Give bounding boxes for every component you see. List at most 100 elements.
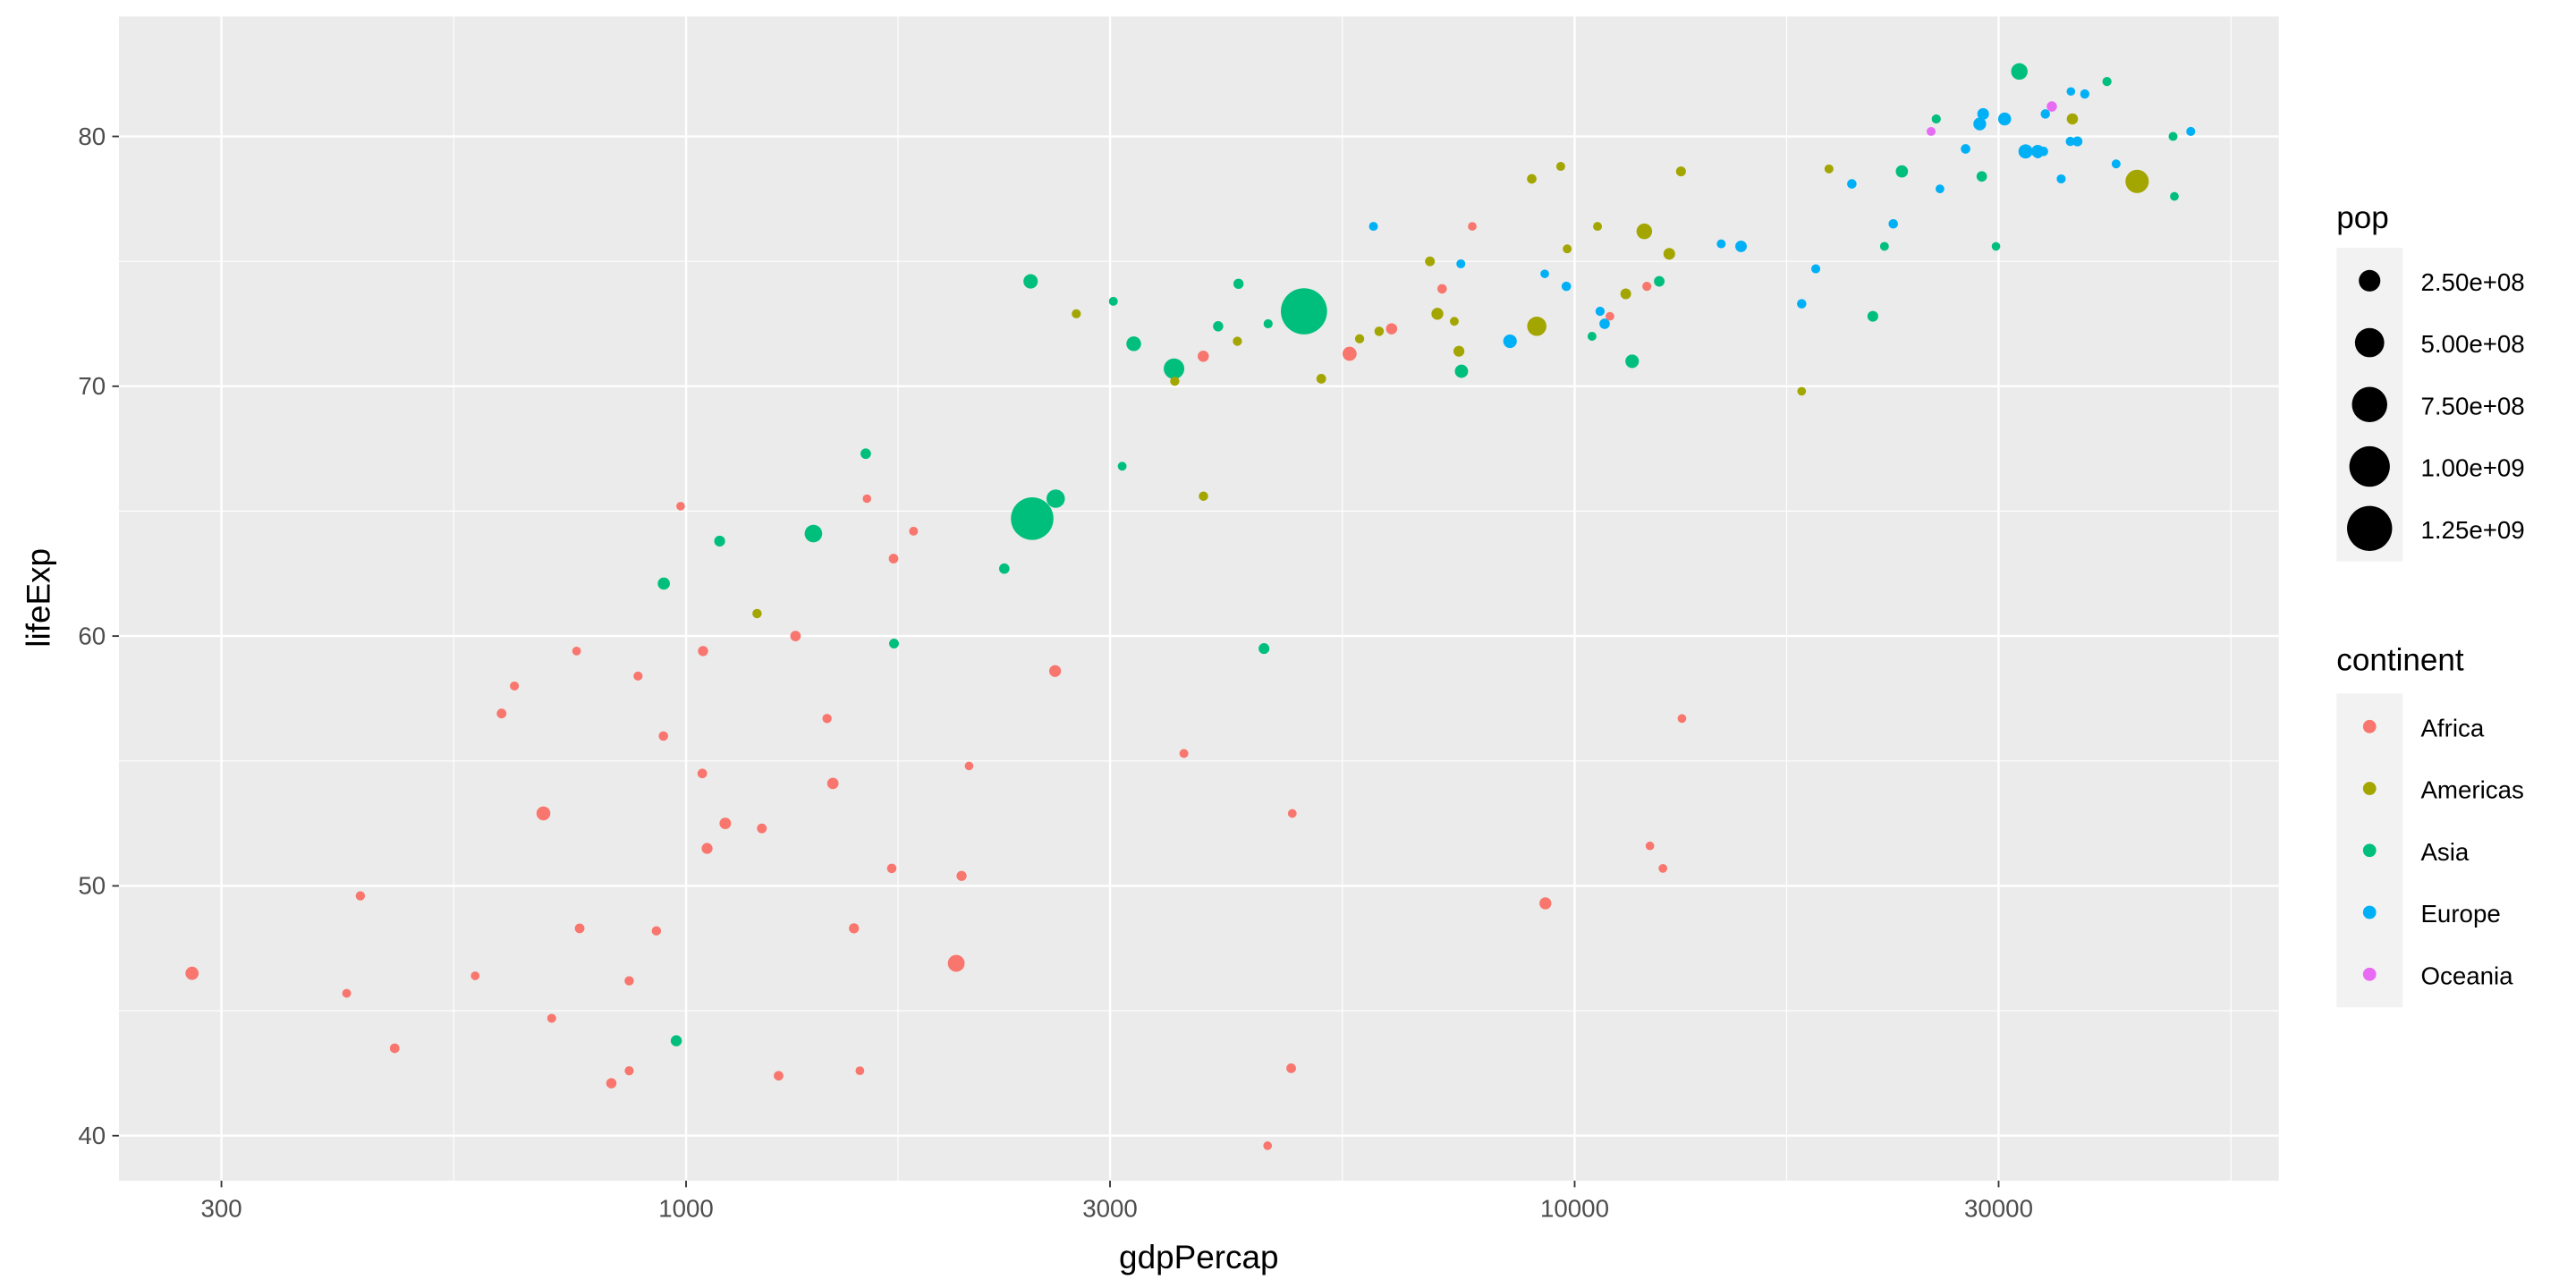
data-point-africa [1263, 1141, 1273, 1150]
data-points [185, 63, 2196, 1150]
data-point-africa [624, 1066, 634, 1076]
data-point-asia [714, 535, 725, 547]
data-point-africa [790, 631, 801, 641]
color-legend-title: continent [2336, 643, 2464, 678]
data-point-europe [2066, 87, 2076, 97]
data-point-asia [1108, 296, 1118, 306]
data-point-europe [2111, 159, 2121, 169]
size-legend-dot [2347, 505, 2393, 551]
color-legend-label: Oceania [2420, 962, 2513, 989]
data-point-americas [1233, 336, 1242, 346]
x-axis-ticks: 300 1000 3000 10000 30000 [200, 1181, 2033, 1223]
data-point-europe [1456, 258, 1466, 268]
data-point-europe [1368, 222, 1378, 232]
size-legend-label: 5.00e+08 [2420, 330, 2524, 358]
color-legend-label: Europe [2420, 900, 2500, 928]
data-point-americas [1453, 345, 1465, 357]
data-point-americas [1431, 308, 1444, 320]
data-point-africa [1645, 841, 1655, 851]
data-point-africa [719, 818, 732, 830]
data-point-asia [1046, 489, 1065, 508]
color-legend-dot-asia [2362, 843, 2377, 858]
x-tick-label: 10000 [1540, 1195, 1609, 1223]
data-point-americas [1593, 222, 1603, 232]
size-legend-dot [2351, 386, 2387, 423]
color-legend-dot-americas [2362, 782, 2377, 795]
size-legend-dot [2359, 269, 2381, 292]
data-point-africa [547, 1013, 556, 1023]
data-point-americas [1663, 248, 1675, 260]
data-point-asia [1164, 358, 1185, 379]
color-legend-dot-africa [2362, 719, 2377, 733]
data-point-europe [1716, 239, 1726, 249]
data-point-americas [2066, 113, 2079, 125]
color-legend-label: Americas [2420, 776, 2523, 804]
data-point-africa [574, 923, 585, 934]
plot-panel [118, 16, 2279, 1181]
data-point-africa [536, 806, 551, 821]
data-point-asia [1126, 336, 1141, 352]
size-legend-label: 2.50e+08 [2420, 268, 2524, 296]
size-legend-title: pop [2336, 200, 2389, 235]
data-point-africa [510, 681, 520, 691]
data-point-europe [2018, 144, 2033, 159]
size-legend-label: 7.50e+08 [2420, 392, 2524, 419]
y-axis-ticks: 40 50 60 70 80 [78, 123, 119, 1149]
data-point-africa [1179, 749, 1189, 758]
data-point-europe [1977, 107, 1989, 120]
data-point-americas [1374, 326, 1385, 336]
data-point-americas [1450, 317, 1459, 326]
x-tick-label: 300 [200, 1195, 242, 1223]
data-point-africa [1468, 222, 1477, 231]
data-point-americas [1170, 377, 1180, 386]
data-point-americas [1316, 374, 1326, 384]
y-tick-label: 50 [78, 872, 106, 900]
data-point-africa [658, 731, 668, 741]
data-point-asia [1281, 288, 1327, 335]
data-point-africa [633, 671, 643, 681]
data-point-africa [1286, 1063, 1296, 1073]
y-axis-title: lifeExp [20, 548, 56, 648]
data-point-asia [1011, 497, 1054, 540]
data-point-americas [1636, 223, 1653, 240]
data-point-asia [2102, 76, 2112, 87]
data-point-asia [1263, 318, 1273, 329]
data-point-africa [855, 1066, 865, 1075]
data-point-asia [2011, 63, 2028, 80]
data-point-africa [774, 1071, 784, 1081]
data-point-asia [2168, 131, 2178, 141]
data-point-africa [342, 988, 352, 998]
size-legend-dot [2354, 327, 2385, 358]
data-point-africa [956, 870, 967, 881]
data-point-africa [1642, 282, 1652, 292]
data-point-asia [1258, 643, 1270, 655]
data-point-americas [1072, 309, 1081, 318]
data-point-africa [1677, 714, 1687, 724]
data-point-asia [1895, 165, 1909, 178]
data-point-asia [860, 448, 871, 460]
y-tick-label: 80 [78, 123, 106, 150]
x-tick-label: 30000 [1964, 1195, 2033, 1223]
data-point-africa [701, 843, 713, 854]
data-point-africa [606, 1078, 617, 1089]
color-legend-label: Africa [2420, 714, 2484, 741]
size-legend-label: 1.25e+09 [2420, 516, 2524, 544]
data-point-europe [2065, 136, 2075, 147]
data-point-africa [1539, 897, 1552, 910]
data-point-africa [1287, 809, 1297, 818]
data-point-europe [2033, 149, 2043, 159]
data-point-africa [947, 954, 965, 972]
data-point-europe [1888, 218, 1898, 229]
x-tick-label: 1000 [658, 1195, 714, 1223]
data-point-oceania [2046, 101, 2057, 112]
data-point-africa [1658, 864, 1668, 873]
data-point-europe [2186, 126, 2196, 136]
data-point-europe [2072, 136, 2083, 147]
x-axis-title: gdpPercap [1119, 1239, 1279, 1275]
data-point-africa [862, 494, 872, 504]
data-point-americas [1675, 166, 1686, 177]
data-point-asia [1654, 275, 1665, 287]
data-point-europe [2056, 174, 2066, 184]
color-legend-dot-oceania [2362, 967, 2377, 981]
